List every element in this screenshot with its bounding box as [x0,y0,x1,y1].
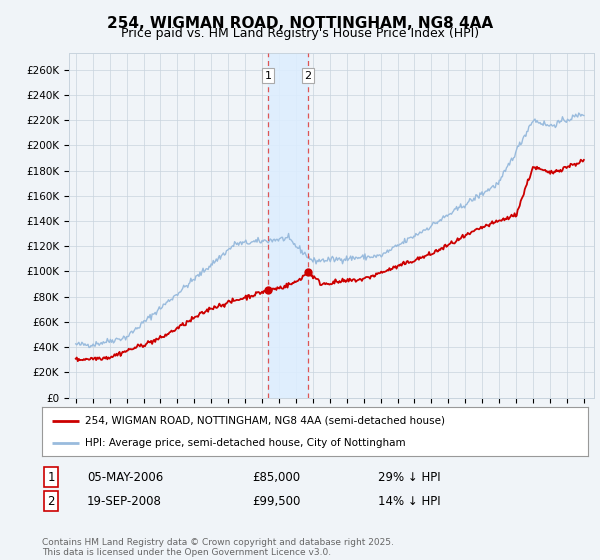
Text: £85,000: £85,000 [252,470,300,484]
Bar [268,53,308,398]
Text: Price paid vs. HM Land Registry's House Price Index (HPI): Price paid vs. HM Land Registry's House … [121,27,479,40]
Text: 29% ↓ HPI: 29% ↓ HPI [378,470,440,484]
Text: 14% ↓ HPI: 14% ↓ HPI [378,494,440,508]
Text: 2: 2 [47,494,55,508]
Text: Contains HM Land Registry data © Crown copyright and database right 2025.
This d: Contains HM Land Registry data © Crown c… [42,538,394,557]
Text: 1: 1 [265,71,271,81]
Text: 2: 2 [305,71,311,81]
Text: 1: 1 [47,470,55,484]
Text: £99,500: £99,500 [252,494,301,508]
Text: 19-SEP-2008: 19-SEP-2008 [87,494,162,508]
Text: 254, WIGMAN ROAD, NOTTINGHAM, NG8 4AA: 254, WIGMAN ROAD, NOTTINGHAM, NG8 4AA [107,16,493,31]
Text: 254, WIGMAN ROAD, NOTTINGHAM, NG8 4AA (semi-detached house): 254, WIGMAN ROAD, NOTTINGHAM, NG8 4AA (s… [85,416,445,426]
Text: HPI: Average price, semi-detached house, City of Nottingham: HPI: Average price, semi-detached house,… [85,437,405,447]
Text: 05-MAY-2006: 05-MAY-2006 [87,470,163,484]
